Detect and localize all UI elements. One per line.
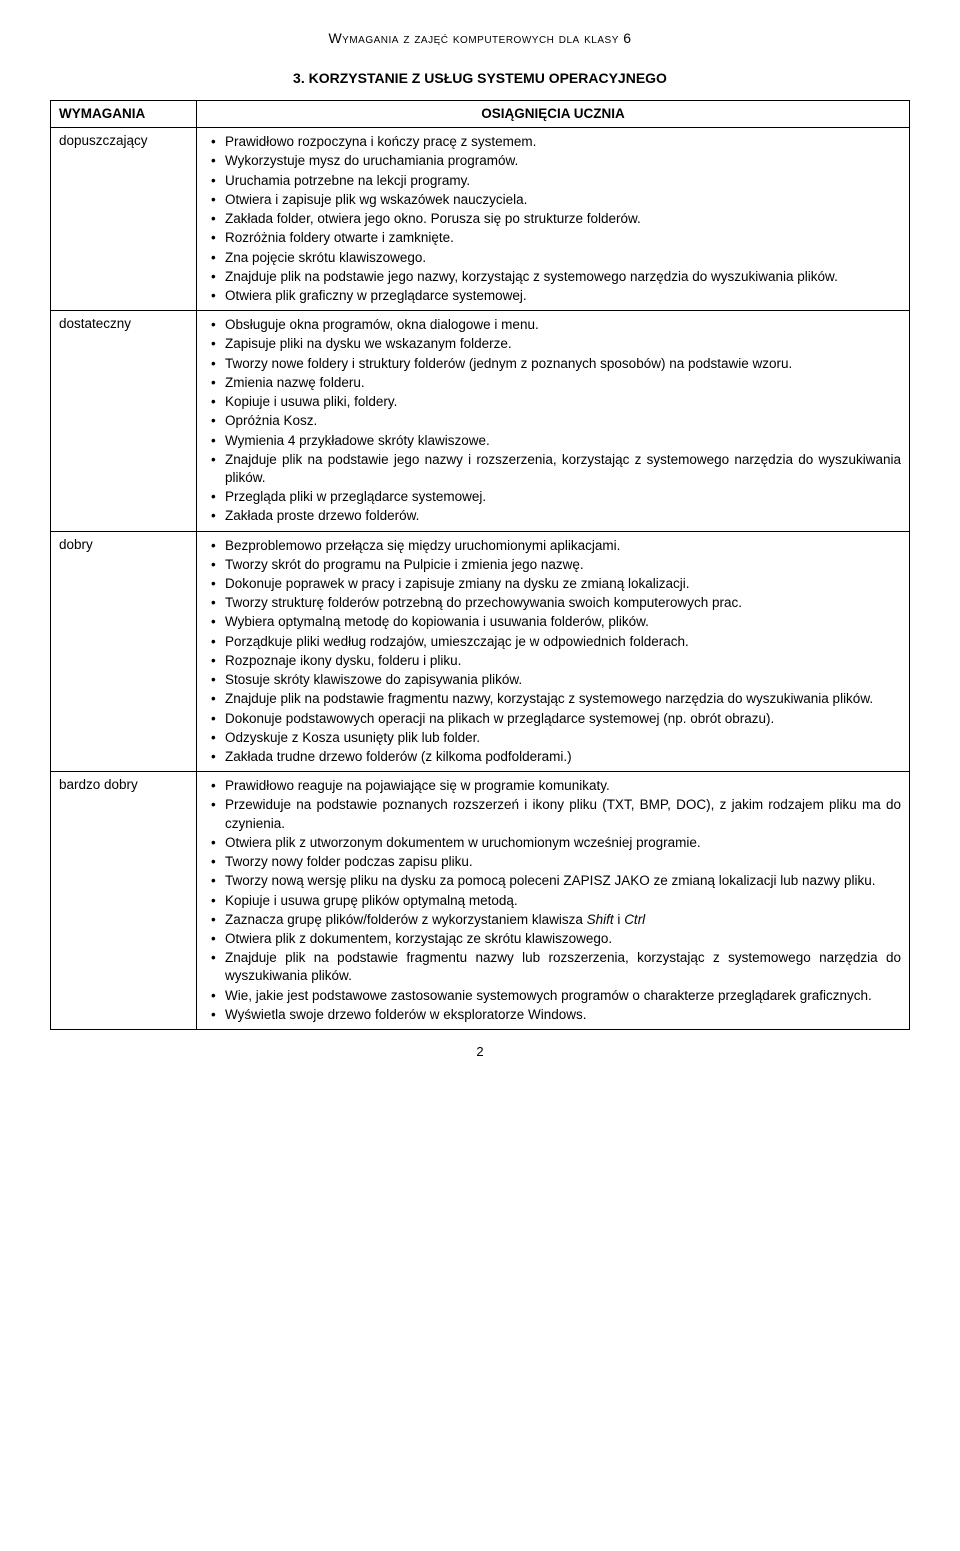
list-item: Dokonuje podstawowych operacji na plikac… (205, 710, 901, 728)
list-item: Tworzy nowy folder podczas zapisu pliku. (205, 853, 901, 871)
list-item: Stosuje skróty klawiszowe do zapisywania… (205, 671, 901, 689)
section-title: 3. KORZYSTANIE Z USŁUG SYSTEMU OPERACYJN… (50, 70, 910, 86)
row-label: dostateczny (51, 311, 197, 531)
list-item: Otwiera plik graficzny w przeglądarce sy… (205, 287, 901, 305)
row-items-cell: Prawidłowo rozpoczyna i kończy pracę z s… (197, 128, 910, 311)
list-item: Znajduje plik na podstawie jego nazwy, k… (205, 268, 901, 286)
column-header-right: OSIĄGNIĘCIA UCZNIA (197, 101, 910, 128)
list-item: Otwiera i zapisuje plik wg wskazówek nau… (205, 191, 901, 209)
items-list: Bezproblemowo przełącza się między uruch… (205, 537, 901, 767)
table-row: dostateczny Obsługuje okna programów, okn… (51, 311, 910, 531)
table-row: dobry Bezproblemowo przełącza się między … (51, 531, 910, 772)
list-item: Zakłada folder, otwiera jego okno. Porus… (205, 210, 901, 228)
list-item: Opróżnia Kosz. (205, 412, 901, 430)
list-item: Rozpoznaje ikony dysku, folderu i pliku. (205, 652, 901, 670)
row-items-cell: Bezproblemowo przełącza się między uruch… (197, 531, 910, 772)
row-label: dobry (51, 531, 197, 772)
list-item: Dokonuje poprawek w pracy i zapisuje zmi… (205, 575, 901, 593)
list-item: Zakłada proste drzewo folderów. (205, 507, 901, 525)
row-label: dopuszczający (51, 128, 197, 311)
list-item: Tworzy strukturę folderów potrzebną do p… (205, 594, 901, 612)
list-item: Zakłada trudne drzewo folderów (z kilkom… (205, 748, 901, 766)
list-item: Tworzy nową wersję pliku na dysku za pom… (205, 872, 901, 890)
list-item: Zmienia nazwę folderu. (205, 374, 901, 392)
row-label: bardzo dobry (51, 772, 197, 1030)
list-item: Zaznacza grupę plików/folderów z wykorzy… (205, 911, 901, 929)
items-list: Prawidłowo rozpoczyna i kończy pracę z s… (205, 133, 901, 305)
list-item: Rozróżnia foldery otwarte i zamknięte. (205, 229, 901, 247)
table-row: dopuszczający Prawidłowo rozpoczyna i koń… (51, 128, 910, 311)
table-header-row: WYMAGANIA OSIĄGNIĘCIA UCZNIA (51, 101, 910, 128)
page-number: 2 (50, 1044, 910, 1059)
list-item: Przewiduje na podstawie poznanych rozsze… (205, 796, 901, 832)
list-item: Kopiuje i usuwa grupę plików optymalną m… (205, 892, 901, 910)
list-item: Kopiuje i usuwa pliki, foldery. (205, 393, 901, 411)
list-item: Przegląda pliki w przeglądarce systemowe… (205, 488, 901, 506)
table-row: bardzo dobry Prawidłowo reaguje na pojawi… (51, 772, 910, 1030)
list-item: Zapisuje pliki na dysku we wskazanym fol… (205, 335, 901, 353)
list-item: Obsługuje okna programów, okna dialogowe… (205, 316, 901, 334)
list-item: Znajduje plik na podstawie fragmentu naz… (205, 949, 901, 985)
list-item: Prawidłowo reaguje na pojawiające się w … (205, 777, 901, 795)
list-item: Otwiera plik z utworzonym dokumentem w u… (205, 834, 901, 852)
list-item: Znajduje plik na podstawie fragmentu naz… (205, 690, 901, 708)
list-item: Otwiera plik z dokumentem, korzystając z… (205, 930, 901, 948)
list-item: Wykorzystuje mysz do uruchamiania progra… (205, 152, 901, 170)
items-list: Obsługuje okna programów, okna dialogowe… (205, 316, 901, 525)
list-item: Wybiera optymalną metodę do kopiowania i… (205, 613, 901, 631)
list-item: Znajduje plik na podstawie jego nazwy i … (205, 451, 901, 487)
column-header-left: WYMAGANIA (51, 101, 197, 128)
list-item: Zna pojęcie skrótu klawiszowego. (205, 249, 901, 267)
list-item: Odzyskuje z Kosza usunięty plik lub fold… (205, 729, 901, 747)
list-item: Wie, jakie jest podstawowe zastosowanie … (205, 987, 901, 1005)
list-item: Wymienia 4 przykładowe skróty klawiszowe… (205, 432, 901, 450)
list-item: Porządkuje pliki według rodzajów, umiesz… (205, 633, 901, 651)
requirements-table: WYMAGANIA OSIĄGNIĘCIA UCZNIA dopuszczają… (50, 100, 910, 1030)
list-item: Uruchamia potrzebne na lekcji programy. (205, 172, 901, 190)
list-item: Bezproblemowo przełącza się między uruch… (205, 537, 901, 555)
list-item: Tworzy nowe foldery i struktury folderów… (205, 355, 901, 373)
page-header: Wymagania z zajęć komputerowych dla klas… (50, 30, 910, 46)
list-item: Prawidłowo rozpoczyna i kończy pracę z s… (205, 133, 901, 151)
row-items-cell: Obsługuje okna programów, okna dialogowe… (197, 311, 910, 531)
row-items-cell: Prawidłowo reaguje na pojawiające się w … (197, 772, 910, 1030)
list-item: Tworzy skrót do programu na Pulpicie i z… (205, 556, 901, 574)
items-list: Prawidłowo reaguje na pojawiające się w … (205, 777, 901, 1024)
list-item: Wyświetla swoje drzewo folderów w eksplo… (205, 1006, 901, 1024)
